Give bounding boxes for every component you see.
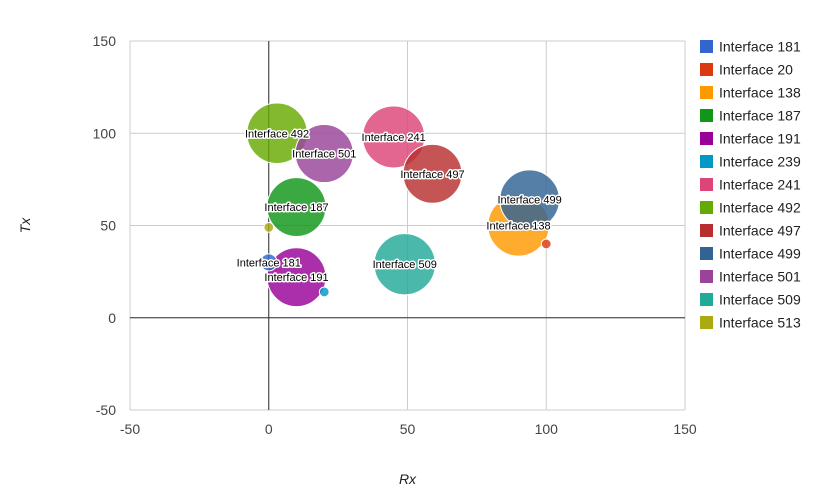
bubble-interface-181[interactable]: [259, 253, 278, 272]
legend-swatch: [700, 86, 713, 99]
y-tick-label: -50: [96, 402, 116, 418]
bubble-interface-509[interactable]: [373, 233, 436, 296]
legend-swatch: [700, 224, 713, 237]
x-tick-label: 50: [400, 421, 416, 437]
legend-item-label[interactable]: Interface 191: [719, 131, 801, 147]
legend-item-label[interactable]: Interface 497: [719, 223, 801, 239]
bubble-interface-241[interactable]: [362, 105, 426, 169]
bubble-labels: Interface 241 Interface 138 Interface 509 I…: [235, 127, 563, 286]
legend-swatch: [700, 293, 713, 306]
bubble-interface-239[interactable]: [318, 286, 330, 298]
y-axis-title: Tx: [17, 217, 33, 234]
x-tick-label: 150: [673, 421, 697, 437]
legend-swatch: [700, 201, 713, 214]
bubble-label: Interface 138: [486, 221, 550, 233]
legend-item-label[interactable]: Interface 492: [719, 200, 801, 216]
legend: Interface 181 Interface 20 Interface 138 In…: [700, 39, 801, 331]
x-tick-label: -50: [120, 421, 140, 437]
legend-swatch: [700, 316, 713, 329]
legend-swatch: [700, 247, 713, 260]
legend-item-label[interactable]: Interface 509: [719, 292, 801, 308]
bubble-interface-497[interactable]: [402, 143, 463, 204]
y-tick-label: 150: [93, 33, 117, 49]
bubble-label: Interface 187: [264, 202, 328, 214]
legend-item-label[interactable]: Interface 181: [719, 39, 801, 55]
legend-item-label[interactable]: Interface 138: [719, 85, 801, 101]
legend-item-label[interactable]: Interface 501: [719, 269, 801, 285]
x-tick-label: 100: [535, 421, 559, 437]
x-tick-label: 0: [265, 421, 273, 437]
legend-item-label[interactable]: Interface 241: [719, 177, 801, 193]
bubble-label: Interface 241: [362, 132, 426, 144]
legend-swatch: [700, 178, 713, 191]
legend-item-label[interactable]: Interface 499: [719, 246, 801, 262]
bubble-interface-499[interactable]: [499, 169, 560, 230]
bubble-label: Interface 501: [292, 149, 356, 161]
y-tick-label: 50: [100, 218, 116, 234]
gridlines: [129, 40, 686, 411]
x-axis-title: Rx: [399, 471, 417, 487]
legend-swatch: [700, 132, 713, 145]
legend-swatch: [700, 270, 713, 283]
legend-item-label[interactable]: Interface 187: [719, 108, 801, 124]
legend-item-label[interactable]: Interface 20: [719, 62, 793, 78]
bubble-interface-20[interactable]: [540, 238, 552, 250]
bubble-interface-501[interactable]: [294, 124, 354, 184]
bubble-label: Interface 509: [373, 259, 437, 271]
tick-labels: -50 0 50 100 150 -50 0 50 100 150: [93, 33, 697, 437]
bubble-label: Interface 181: [237, 257, 301, 269]
bubble-label: Interface 191: [264, 272, 328, 284]
bubble-label: Interface 499: [497, 195, 561, 207]
legend-swatch: [700, 155, 713, 168]
legend-swatch: [700, 63, 713, 76]
legend-swatch: [700, 109, 713, 122]
legend-swatch: [700, 40, 713, 53]
bubbles: [246, 102, 560, 308]
y-tick-label: 0: [108, 310, 116, 326]
legend-item-label[interactable]: Interface 239: [719, 154, 801, 170]
bubble-interface-187[interactable]: [266, 177, 327, 237]
bubble-label: Interface 492: [245, 128, 309, 140]
bubble-label: Interface 497: [400, 169, 464, 181]
bubble-interface-191[interactable]: [266, 247, 327, 308]
y-tick-label: 100: [93, 125, 117, 141]
bubble-interface-513[interactable]: [263, 221, 275, 233]
legend-item-label[interactable]: Interface 513: [719, 315, 801, 331]
